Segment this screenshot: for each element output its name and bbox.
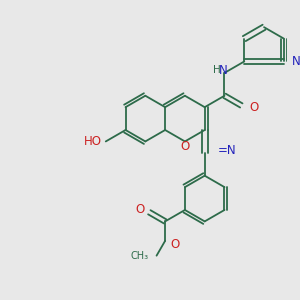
Text: O: O	[135, 203, 145, 216]
Text: CH₃: CH₃	[131, 251, 149, 261]
Text: N: N	[219, 64, 228, 77]
Text: =N: =N	[218, 145, 237, 158]
Text: O: O	[249, 101, 258, 114]
Text: H: H	[213, 65, 221, 75]
Text: HO: HO	[84, 135, 102, 148]
Text: N: N	[292, 55, 300, 68]
Text: O: O	[170, 238, 179, 251]
Text: O: O	[180, 140, 190, 153]
